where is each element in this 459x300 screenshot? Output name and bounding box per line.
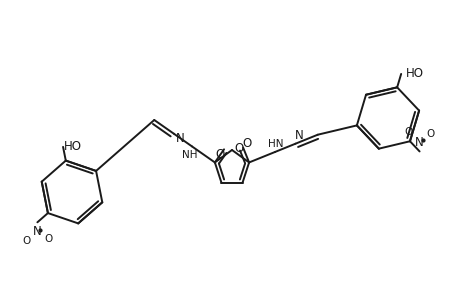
Text: HO: HO <box>405 68 423 80</box>
Text: O: O <box>425 129 434 140</box>
Text: O: O <box>234 142 243 155</box>
Text: HO: HO <box>64 140 82 153</box>
Text: N: N <box>414 136 423 149</box>
Text: N: N <box>175 132 184 145</box>
Text: O: O <box>242 137 251 150</box>
Text: NH: NH <box>182 150 197 161</box>
Text: N: N <box>295 129 303 142</box>
Text: N: N <box>33 225 42 238</box>
Text: O: O <box>215 148 224 161</box>
Text: HN: HN <box>268 139 283 149</box>
Text: O: O <box>22 236 30 246</box>
Text: O: O <box>44 234 52 244</box>
Text: O: O <box>403 128 412 137</box>
